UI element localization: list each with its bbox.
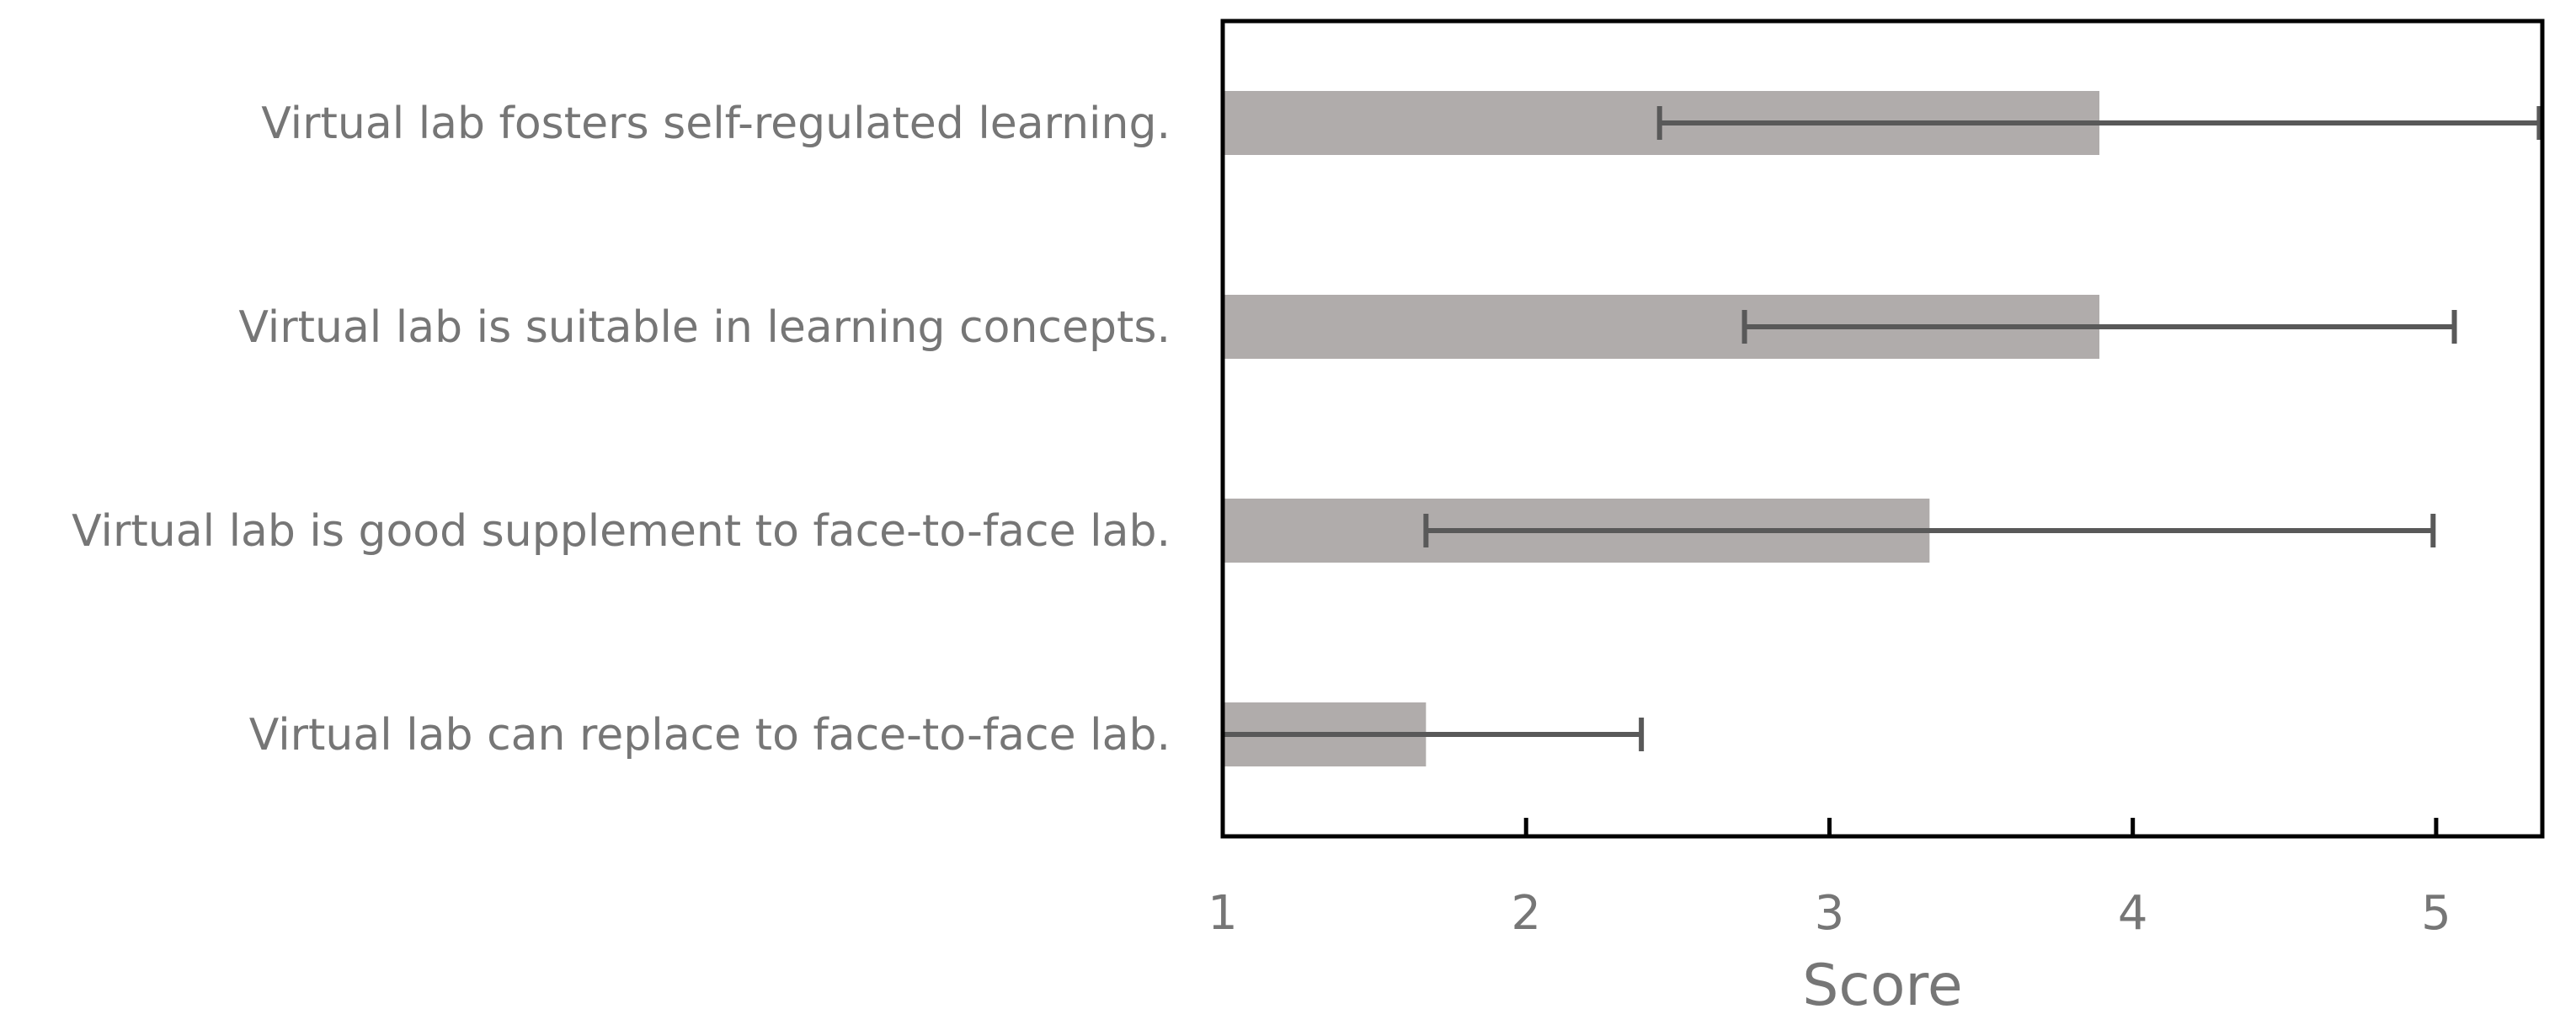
x-tick-label: 3 <box>1815 886 1845 941</box>
x-tick-label: 5 <box>2421 886 2451 941</box>
bars-layer <box>1223 91 2100 766</box>
error-bars-layer <box>1223 106 2542 751</box>
tick-labels-layer: 1 2 3 4 5 <box>1208 886 2451 941</box>
error-bar <box>1656 106 2542 140</box>
error-bar <box>1223 718 1645 751</box>
category-labels-layer: Virtual lab fosters self-regulated learn… <box>72 99 1171 761</box>
category-label: Virtual lab is good supplement to face-t… <box>72 506 1171 557</box>
x-tick-label: 4 <box>2118 886 2148 941</box>
x-axis-title: Score <box>1802 953 1962 1019</box>
plot-frame <box>1220 19 2545 839</box>
x-tick-label: 1 <box>1208 886 1238 941</box>
error-bar <box>1423 514 2436 547</box>
category-label: Virtual lab fosters self-regulated learn… <box>261 99 1171 149</box>
category-label: Virtual lab can replace to face-to-face … <box>249 710 1171 761</box>
x-ticks-layer <box>1523 818 2439 836</box>
category-label: Virtual lab is suitable in learning conc… <box>238 302 1171 353</box>
error-bar <box>1741 310 2457 344</box>
x-tick-label: 2 <box>1511 886 1541 941</box>
